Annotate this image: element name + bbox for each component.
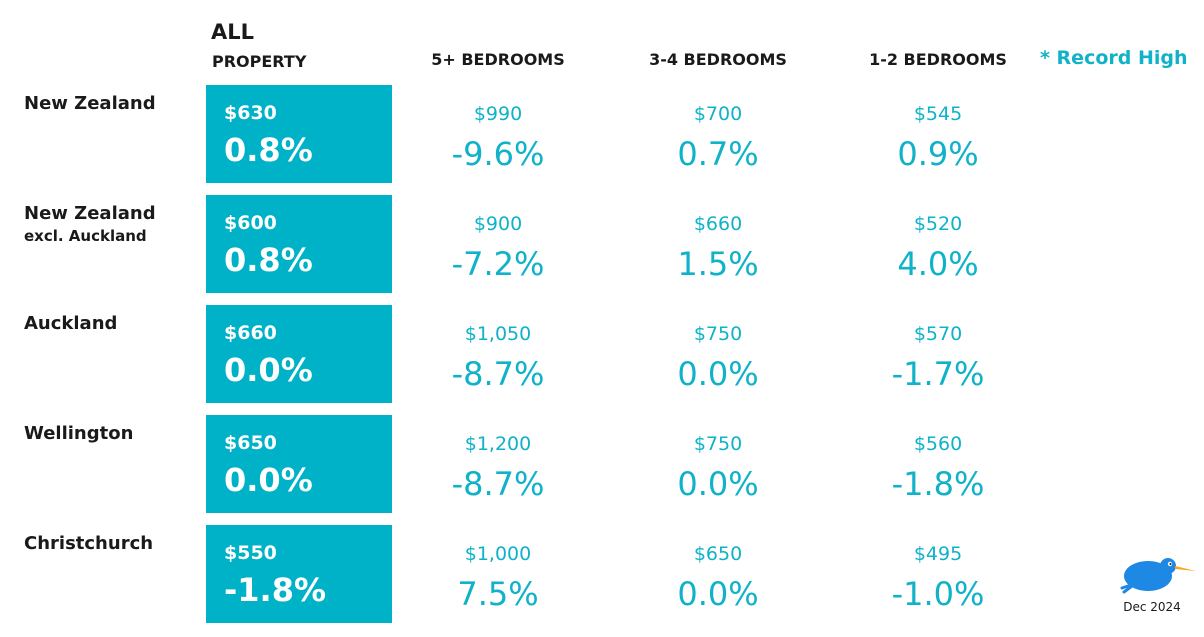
all-property-cell: $550 -1.8% <box>206 525 392 623</box>
all-price: $600 <box>224 212 277 234</box>
change: 0.0% <box>677 575 759 613</box>
cell-3to4: $750 0.0% <box>628 432 808 504</box>
change: -9.6% <box>451 135 545 173</box>
region-subtitle: excl. Auckland <box>24 227 147 245</box>
header-3to4-bedrooms: 3-4 BEDROOMS <box>649 50 787 69</box>
price: $560 <box>913 433 963 455</box>
region-name: New Zealand <box>24 203 156 224</box>
all-price: $550 <box>224 542 277 564</box>
change: 4.0% <box>897 245 979 283</box>
header-1to2-bedrooms: 1-2 BEDROOMS <box>869 50 1007 69</box>
cell-1to2: $560 -1.8% <box>848 432 1028 504</box>
all-property-cell: $630 0.8% <box>206 85 392 183</box>
price: $1,000 <box>464 543 532 565</box>
change: 0.9% <box>897 135 979 173</box>
all-property-cell: $650 0.0% <box>206 415 392 513</box>
cell-3to4: $650 0.0% <box>628 542 808 614</box>
all-change: 0.0% <box>224 461 313 499</box>
cell-1to2: $545 0.9% <box>848 102 1028 174</box>
price: $660 <box>693 213 743 235</box>
header-all: ALL <box>211 20 255 44</box>
region-name: Christchurch <box>24 533 154 554</box>
cell-1to2: $495 -1.0% <box>848 542 1028 614</box>
region-label: Christchurch <box>24 532 153 556</box>
all-price: $660 <box>224 322 277 344</box>
region-label: New Zealand <box>24 92 156 116</box>
change: 7.5% <box>457 575 539 613</box>
change: 0.0% <box>677 465 759 503</box>
change: 1.5% <box>677 245 759 283</box>
region-name: Auckland <box>24 313 118 334</box>
all-property-cell: $660 0.0% <box>206 305 392 403</box>
cell-3to4: $660 1.5% <box>628 212 808 284</box>
price: $750 <box>693 433 743 455</box>
price: $545 <box>913 103 963 125</box>
region-name: Wellington <box>24 423 134 444</box>
cell-5plus: $1,000 7.5% <box>408 542 588 614</box>
price: $1,050 <box>464 323 532 345</box>
cell-3to4: $700 0.7% <box>628 102 808 174</box>
change: -1.0% <box>891 575 985 613</box>
cell-1to2: $570 -1.7% <box>848 322 1028 394</box>
kiwi-bird-icon <box>1118 552 1198 618</box>
price: $520 <box>913 213 963 235</box>
price: $570 <box>913 323 963 345</box>
region-label: New Zealand excl. Auckland <box>24 202 156 246</box>
region-label: Auckland <box>24 312 117 336</box>
price: $1,200 <box>464 433 532 455</box>
report-date: Dec 2024 <box>1123 600 1181 614</box>
change: -1.7% <box>891 355 985 393</box>
price: $700 <box>693 103 743 125</box>
header-property: PROPERTY <box>212 52 307 71</box>
record-high-note: * Record High <box>1040 47 1188 69</box>
region-name: New Zealand <box>24 93 156 114</box>
change: -1.8% <box>891 465 985 503</box>
all-change: -1.8% <box>224 571 327 609</box>
cell-5plus: $990 -9.6% <box>408 102 588 174</box>
all-change: 0.8% <box>224 131 313 169</box>
change: -7.2% <box>451 245 545 283</box>
cell-5plus: $1,200 -8.7% <box>408 432 588 504</box>
all-price: $650 <box>224 432 277 454</box>
cell-1to2: $520 4.0% <box>848 212 1028 284</box>
region-label: Wellington <box>24 422 133 446</box>
all-price: $630 <box>224 102 277 124</box>
all-property-cell: $600 0.8% <box>206 195 392 293</box>
price: $990 <box>473 103 523 125</box>
all-change: 0.0% <box>224 351 313 389</box>
change: -8.7% <box>451 355 545 393</box>
header-5plus-bedrooms: 5+ BEDROOMS <box>431 50 565 69</box>
price: $750 <box>693 323 743 345</box>
change: 0.7% <box>677 135 759 173</box>
price: $495 <box>913 543 963 565</box>
change: -8.7% <box>451 465 545 503</box>
price: $900 <box>473 213 523 235</box>
change: 0.0% <box>677 355 759 393</box>
cell-5plus: $1,050 -8.7% <box>408 322 588 394</box>
price: $650 <box>693 543 743 565</box>
all-change: 0.8% <box>224 241 313 279</box>
cell-3to4: $750 0.0% <box>628 322 808 394</box>
cell-5plus: $900 -7.2% <box>408 212 588 284</box>
